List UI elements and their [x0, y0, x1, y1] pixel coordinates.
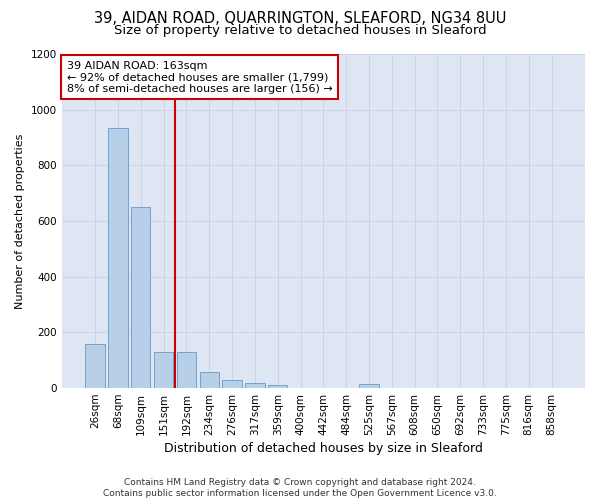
Text: Size of property relative to detached houses in Sleaford: Size of property relative to detached ho…	[113, 24, 487, 37]
Bar	[131, 207, 151, 388]
Text: Contains HM Land Registry data © Crown copyright and database right 2024.
Contai: Contains HM Land Registry data © Crown c…	[103, 478, 497, 498]
Bar	[108, 128, 128, 388]
Bar	[177, 352, 196, 388]
Bar	[200, 372, 219, 388]
Bar	[85, 344, 105, 388]
Bar	[245, 384, 265, 388]
Bar	[359, 384, 379, 388]
Y-axis label: Number of detached properties: Number of detached properties	[15, 134, 25, 308]
Bar	[268, 386, 287, 388]
Bar	[223, 380, 242, 388]
Text: 39 AIDAN ROAD: 163sqm
← 92% of detached houses are smaller (1,799)
8% of semi-de: 39 AIDAN ROAD: 163sqm ← 92% of detached …	[67, 60, 332, 94]
Bar	[154, 352, 173, 388]
Text: 39, AIDAN ROAD, QUARRINGTON, SLEAFORD, NG34 8UU: 39, AIDAN ROAD, QUARRINGTON, SLEAFORD, N…	[94, 11, 506, 26]
X-axis label: Distribution of detached houses by size in Sleaford: Distribution of detached houses by size …	[164, 442, 483, 455]
